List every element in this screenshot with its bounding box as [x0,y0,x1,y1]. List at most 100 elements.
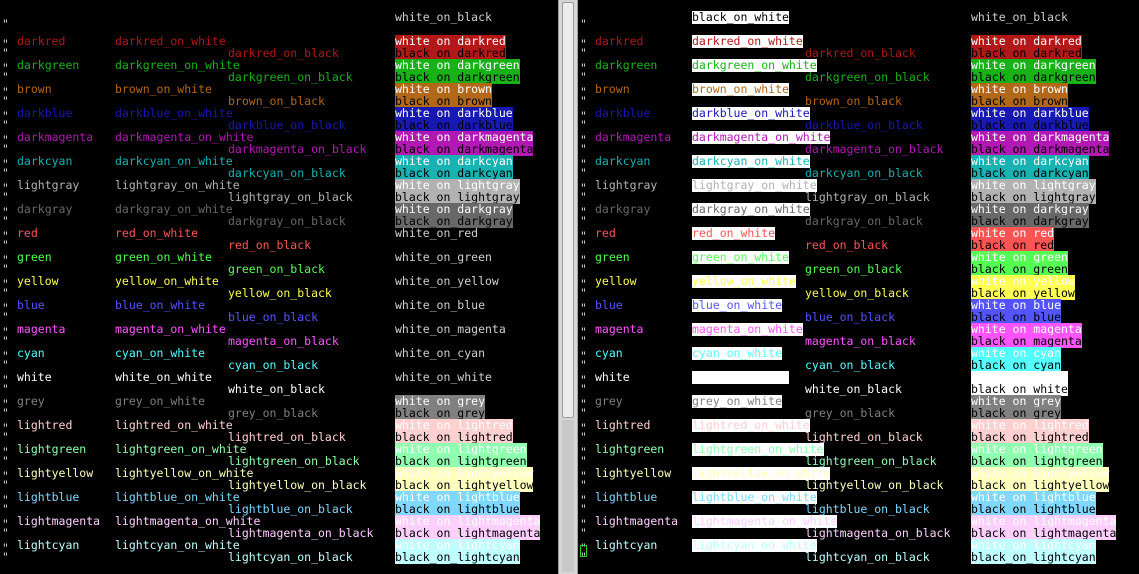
on-white-sample: lightmagenta_on_white [692,514,838,528]
quote-mark: " [580,214,587,228]
black-on-bg-sample: black_on_lightcyan [395,550,520,564]
color-name: lightcyan [17,538,80,552]
on-black-sample: darkgray_on_black [228,214,346,228]
black-on-bg-sample: black_on_darkgray [395,214,513,228]
quote-mark: " [2,502,9,516]
black-on-bg-sample: black_on_white [971,382,1068,396]
black-on-bg-sample: black_on_darkcyan [971,166,1089,180]
on-white-sample: darkred_on_white [692,34,803,48]
color-name: darkgray [595,202,651,216]
quote-mark: " [580,94,587,108]
color-name: darkgreen [595,58,658,72]
black-on-bg-sample: black_on_darkgreen [395,70,520,84]
color-name: darkcyan [595,154,651,168]
on-white-sample: blue_on_white [692,298,783,312]
black-on-bg-sample: black_on_darkcyan [395,166,513,180]
on-white-sample: darkred_on_white [115,34,226,48]
white-on-bg-sample: white_on_lightred [395,418,513,432]
on-black-sample: lightred_on_black [228,430,346,444]
quote-mark: " [2,61,9,75]
color-name: lightmagenta [595,514,679,528]
quote-mark: " [2,109,9,123]
quote-mark: " [580,238,587,252]
quote-mark: " [2,229,9,243]
color-name: lightgreen [17,442,87,456]
black-on-bg-sample: black_on_brown [395,94,492,108]
quote-mark: " [2,334,9,348]
quote-mark: " [580,262,587,276]
color-name: lightmagenta [17,514,101,528]
on-black-sample: darkmagenta_on_black [228,142,367,156]
white-on-bg-sample: white_on_darkgray [395,202,513,216]
quote-mark: " [580,17,587,31]
on-black-sample: lightyellow_on_black [805,478,944,492]
on-black-sample: darkblue_on_black [228,118,346,132]
quote-mark: " [580,190,587,204]
white-on-bg-sample: white_on_blue [971,298,1062,312]
white-on-bg-sample: white_on_lightcyan [971,538,1096,552]
color-name: magenta [17,322,66,336]
header-label: black_on_white [692,10,789,24]
on-black-sample: lightyellow_on_black [228,478,367,492]
quote-mark: " [2,262,9,276]
quote-mark: " [580,430,587,444]
quote-mark: " [580,46,587,60]
on-black-sample: blue_on_black [805,310,896,324]
on-black-sample: lightgreen_on_black [228,454,360,468]
color-name: magenta [595,322,644,336]
on-white-sample: grey_on_white [115,394,206,408]
on-black-sample: lightgreen_on_black [805,454,937,468]
color-name: darkcyan [17,154,73,168]
quote-mark: " [2,454,9,468]
on-white-sample: lightyellow_on_white [692,466,831,480]
white-on-bg-sample: white_on_darkcyan [395,154,513,168]
on-black-sample: lightcyan_on_black [228,550,353,564]
white-on-bg-sample: white_on_darkred [971,34,1082,48]
color-name: white [17,370,52,384]
black-on-bg-sample: black_on_darkmagenta [971,142,1110,156]
on-black-sample: blue_on_black [228,310,319,324]
black-on-bg-sample: black_on_lightgray [395,190,520,204]
on-black-sample: lightred_on_black [805,430,923,444]
terminal-pane-left[interactable]: white_on_black " " " darkred darkred_on_white… [0,0,558,574]
on-white-sample: lightyellow_on_white [115,466,254,480]
quote-mark: " [2,397,9,411]
quote-mark: " [2,181,9,195]
on-black-sample: cyan_on_black [228,358,319,372]
on-black-sample: darkgray_on_black [805,214,923,228]
quote-mark: " [2,70,9,84]
on-black-sample: cyan_on_black [805,358,896,372]
vertical-scrollbar[interactable] [558,0,578,574]
on-white-sample: darkblue_on_white [115,106,233,120]
on-white-sample: darkcyan_on_white [692,154,810,168]
quote-mark: " [580,373,587,387]
color-name: lightblue [17,490,80,504]
on-white-sample: red_on_white [115,226,199,240]
terminal-pane-right[interactable]: black_on_white white_on_black " " " darkred da… [578,0,1139,574]
quote-mark: " [580,277,587,291]
color-name: white [595,370,630,384]
scrollbar-track[interactable] [562,420,574,572]
quote-mark: " [580,253,587,267]
quote-mark: " [580,181,587,195]
quote-mark: " [580,493,587,507]
quote-mark: " [580,118,587,132]
quote-mark: " [2,142,9,156]
quote-mark: " [580,502,587,516]
on-black-sample: lightgray_on_black [228,190,353,204]
quote-mark: " [580,334,587,348]
scrollbar-thumb[interactable] [562,2,574,418]
black-on-bg-sample: black_on_darkred [971,46,1082,60]
on-white-sample: white_on_white [692,370,789,384]
on-black-sample: lightgray_on_black [805,190,930,204]
quote-mark: " [2,157,9,171]
quote-mark: " [2,166,9,180]
color-name: cyan [595,346,623,360]
color-name: lightgray [17,178,80,192]
color-name: lightred [595,418,651,432]
quote-mark: " [580,310,587,324]
color-name: darkgray [17,202,73,216]
quote-mark: " [580,205,587,219]
black-on-bg-sample: black_on_lightyellow [971,478,1110,492]
color-name: blue [595,298,623,312]
